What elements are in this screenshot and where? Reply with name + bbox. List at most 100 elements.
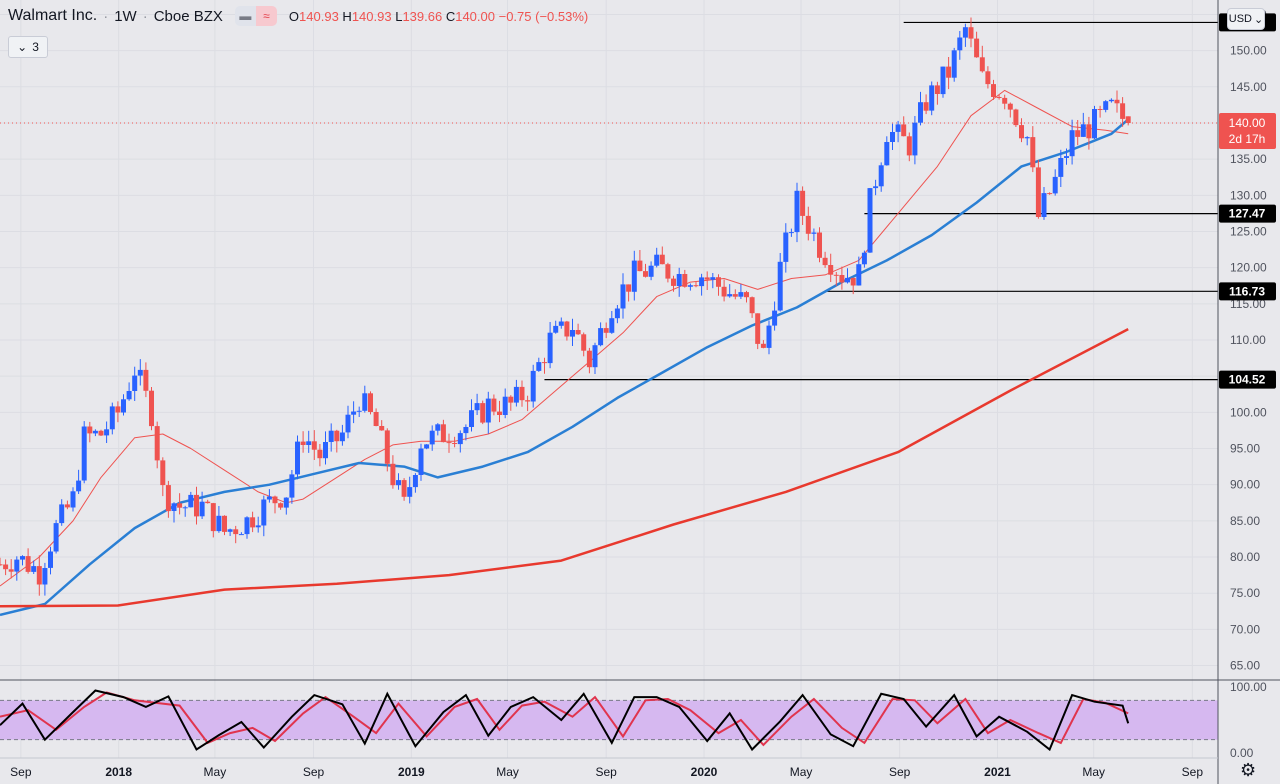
candle-body (92, 430, 98, 434)
candle-body (121, 399, 126, 413)
chevron-down-icon: ⌄ (1254, 13, 1264, 26)
candle-body (115, 406, 121, 413)
candle-body (614, 308, 620, 319)
candle-body (143, 369, 149, 391)
candle-body (1035, 167, 1041, 217)
y-tick-label: 100.00 (1230, 405, 1267, 419)
candle-body (0, 564, 3, 566)
candles (0, 17, 1131, 596)
candle-body (429, 430, 435, 445)
price-tag (1219, 112, 1276, 149)
candle-body (682, 274, 688, 287)
candle-body (536, 362, 542, 371)
candle-body (210, 503, 216, 532)
y-tick-label: 125.00 (1230, 224, 1267, 238)
candle-body (435, 424, 441, 431)
stoch-band (0, 700, 1218, 740)
settings-gear-icon[interactable]: ⚙ (1240, 760, 1257, 780)
candle-body (912, 122, 918, 156)
candle-body (811, 232, 817, 234)
candle-body (1002, 97, 1008, 104)
indicator-count: 3 (32, 40, 39, 54)
candle-body (480, 403, 486, 423)
candle-body (440, 424, 446, 443)
ohlc-readout: O140.93 H140.93 L139.66 C140.00 −0.75 (−… (288, 8, 589, 24)
candle-body (861, 252, 867, 265)
candle-body (182, 507, 188, 509)
y-tick-label: 90.00 (1230, 478, 1260, 492)
candle-body (199, 501, 205, 517)
candle-body (598, 328, 604, 346)
candle-body (36, 566, 42, 585)
currency-button[interactable]: USD ⌄ (1227, 8, 1265, 30)
candle-body (233, 529, 239, 535)
candle-body (289, 474, 295, 498)
candle-body (991, 84, 996, 97)
y-tick-label: 130.00 (1230, 188, 1267, 202)
candle-body (716, 277, 721, 287)
hide-icon[interactable]: ▬ (239, 9, 252, 23)
candle-body (772, 310, 778, 326)
candle-body (929, 85, 935, 111)
candle-body (401, 480, 407, 497)
close-value: 140.00 (455, 8, 495, 24)
candle-body (368, 393, 373, 412)
candle-body (968, 27, 974, 39)
candle-body (637, 260, 643, 272)
x-tick-label: May (496, 765, 519, 779)
moving-average-line (0, 327, 1129, 608)
candle-body (491, 398, 497, 412)
x-tick-label: Sep (889, 765, 911, 779)
y-tick-label: 85.00 (1230, 514, 1260, 528)
moving-average-line (0, 89, 1129, 587)
candle-body (1013, 109, 1019, 126)
y-tick-label: 65.00 (1230, 659, 1260, 673)
candle-body (1024, 137, 1030, 139)
x-tick-label: Sep (596, 765, 618, 779)
candle-body (687, 285, 693, 287)
candle-body (788, 232, 794, 234)
candle-body (979, 57, 985, 72)
candle-body (760, 343, 766, 348)
candle-body (379, 426, 385, 431)
candle-body (345, 414, 351, 433)
compare-icon[interactable]: ≈ (255, 6, 277, 26)
change-value: −0.75 (−0.53%) (498, 8, 589, 24)
candle-body (1052, 176, 1058, 194)
candle-body (626, 284, 632, 292)
visibility-toggle[interactable]: ▬ ≈ (234, 6, 277, 26)
candle-body (800, 190, 806, 216)
candle-body (222, 515, 227, 532)
candle-body (878, 165, 884, 187)
candle-body (794, 190, 800, 233)
x-tick-label: May (204, 765, 227, 779)
indicators-toggle-button[interactable]: ⌄ 3 (8, 36, 48, 58)
candle-body (525, 400, 531, 402)
stochastic-oscillator (0, 689, 1218, 752)
osc-tick-label: 0.00 (1230, 746, 1254, 760)
candle-body (1030, 137, 1036, 168)
interval[interactable]: 1W (114, 7, 137, 25)
level-tag-label: 127.47 (1229, 207, 1266, 221)
candle-body (48, 551, 53, 568)
candle-body (839, 275, 845, 283)
candle-body (1108, 99, 1114, 102)
candle-body (255, 525, 261, 528)
candle-body (586, 350, 592, 368)
candle-body (828, 265, 834, 275)
candle-body (149, 390, 154, 427)
candle-body (412, 475, 418, 488)
candle-body (1058, 158, 1064, 177)
candle-body (833, 274, 839, 276)
candle-body (985, 71, 991, 85)
candle-body (356, 410, 362, 412)
candle-body (530, 370, 536, 402)
candle-body (558, 321, 564, 326)
symbol-name[interactable]: Walmart Inc. (8, 7, 98, 24)
y-tick-label: 80.00 (1230, 550, 1260, 564)
candle-body (783, 232, 789, 262)
candle-body (20, 556, 25, 560)
candle-body (671, 278, 676, 286)
candle-body (704, 277, 710, 280)
